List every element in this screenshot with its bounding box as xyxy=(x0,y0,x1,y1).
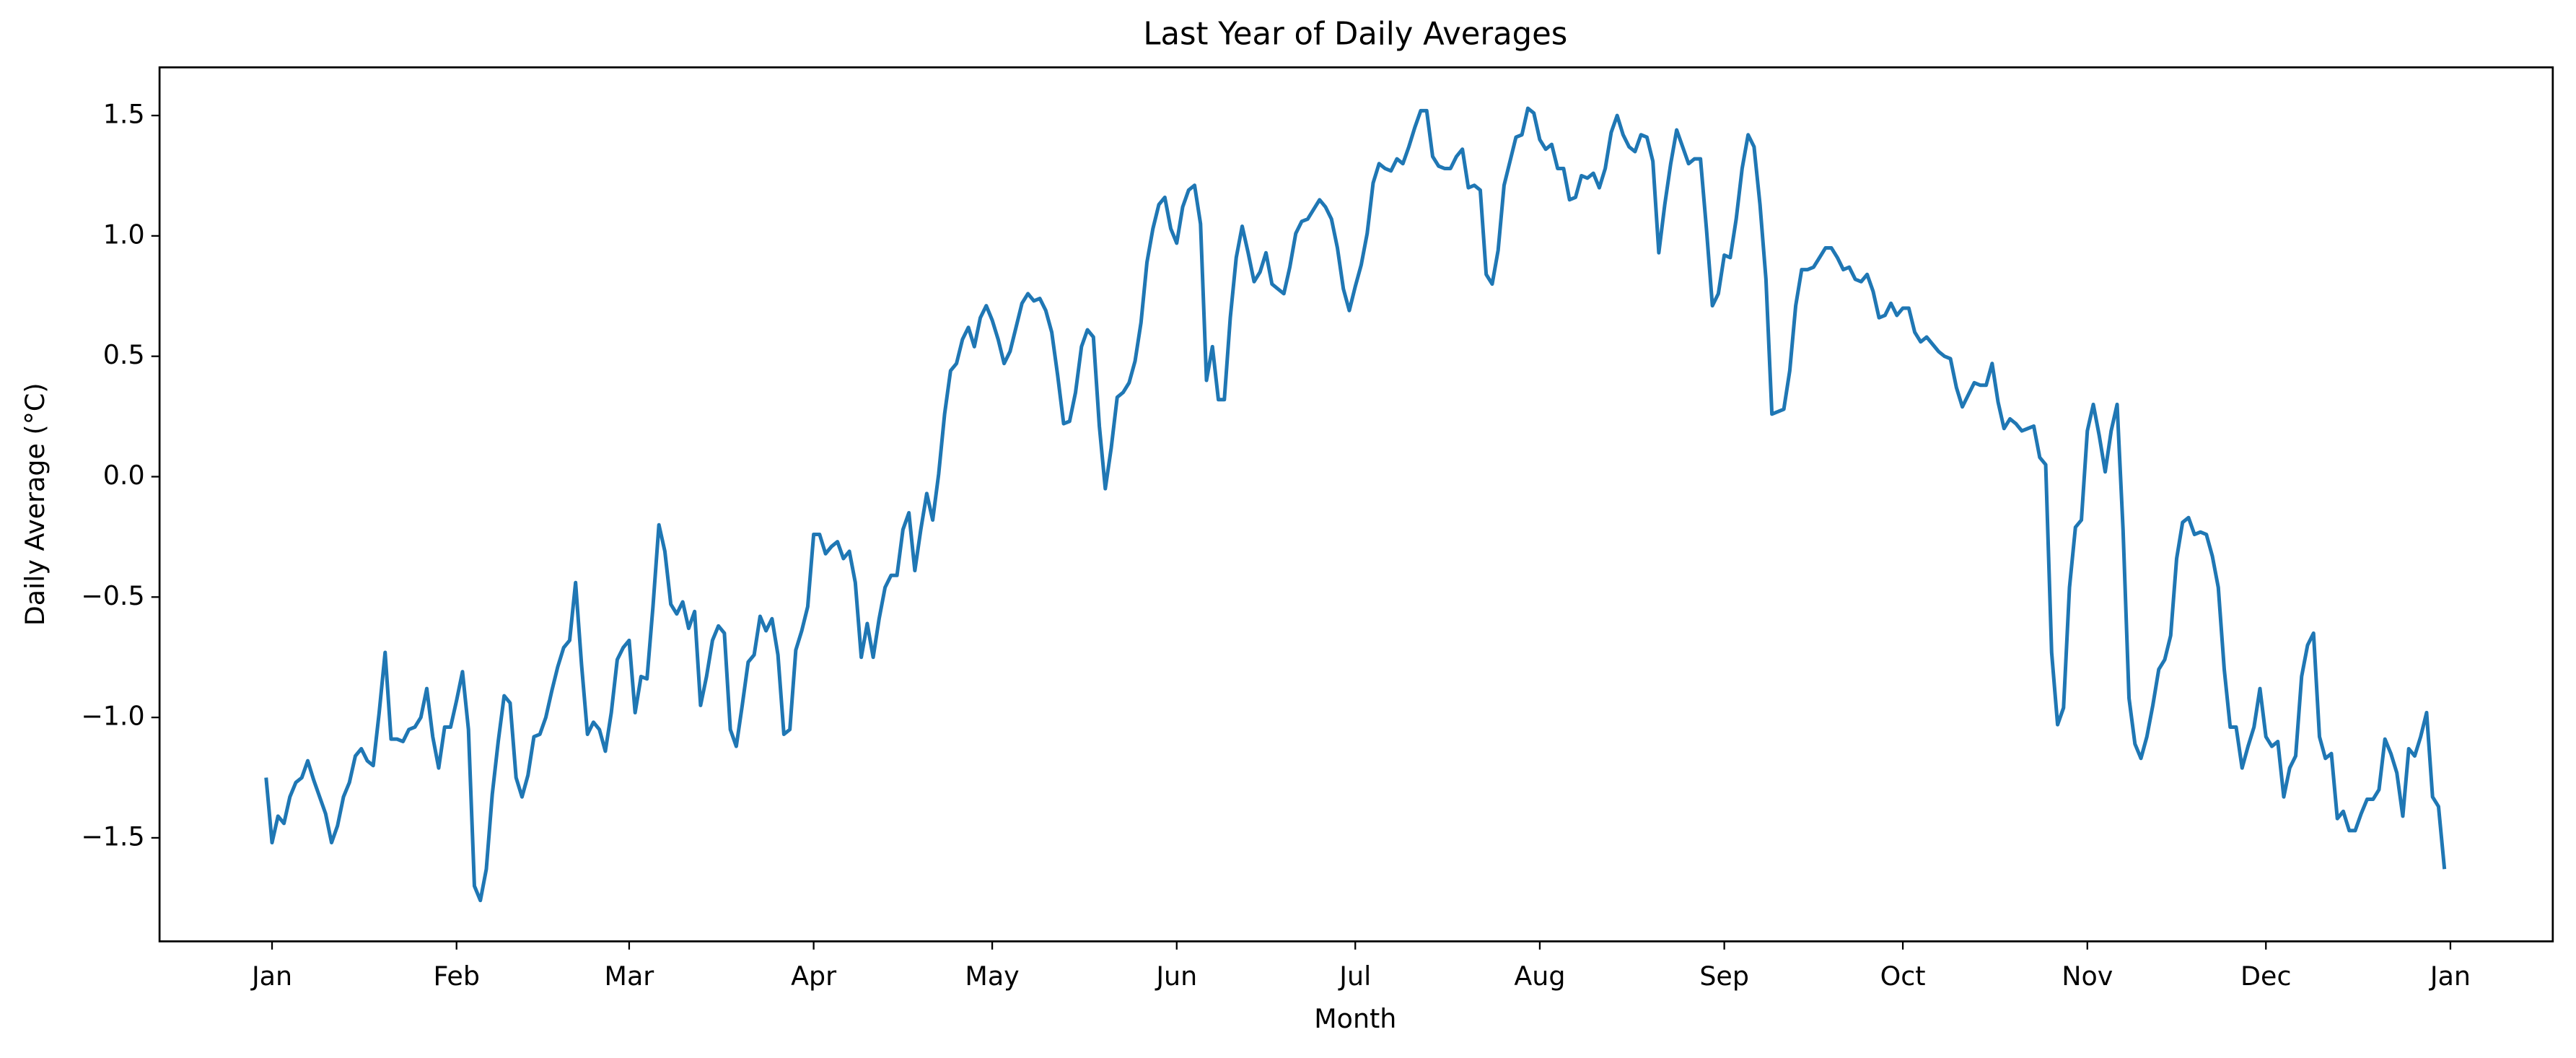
plot-frame xyxy=(158,66,2554,943)
x-tick-label: Sep xyxy=(1699,961,1749,992)
y-tick-label: 1.5 xyxy=(103,99,145,130)
x-tick-label: Oct xyxy=(1880,961,1926,992)
y-tick-label: −1.0 xyxy=(81,701,144,732)
x-tick-label: Jan xyxy=(2429,961,2471,992)
x-tick-label: Jul xyxy=(1338,961,1371,992)
y-tick-label: −0.5 xyxy=(81,580,144,611)
x-tick-label: Aug xyxy=(1514,961,1565,992)
x-tick-label: Apr xyxy=(791,961,836,992)
x-tick-label: Jan xyxy=(250,961,292,992)
x-tick-label: Jun xyxy=(1155,961,1197,992)
y-tick-label: 1.0 xyxy=(103,219,145,250)
x-tick-label: May xyxy=(965,961,1019,992)
x-tick-label: Nov xyxy=(2062,961,2113,992)
x-tick-label: Dec xyxy=(2240,961,2291,992)
x-tick-label: Feb xyxy=(433,961,479,992)
y-tick-label: 0.5 xyxy=(103,339,145,370)
y-tick-label: 0.0 xyxy=(103,460,145,491)
data-line xyxy=(264,106,2447,903)
chart-title: Last Year of Daily Averages xyxy=(1143,17,1567,53)
y-tick-label: −1.5 xyxy=(81,821,144,852)
x-tick-label: Mar xyxy=(605,961,654,992)
x-axis-label: Month xyxy=(1314,1003,1396,1034)
y-axis-label: Daily Average (°C) xyxy=(19,382,51,626)
